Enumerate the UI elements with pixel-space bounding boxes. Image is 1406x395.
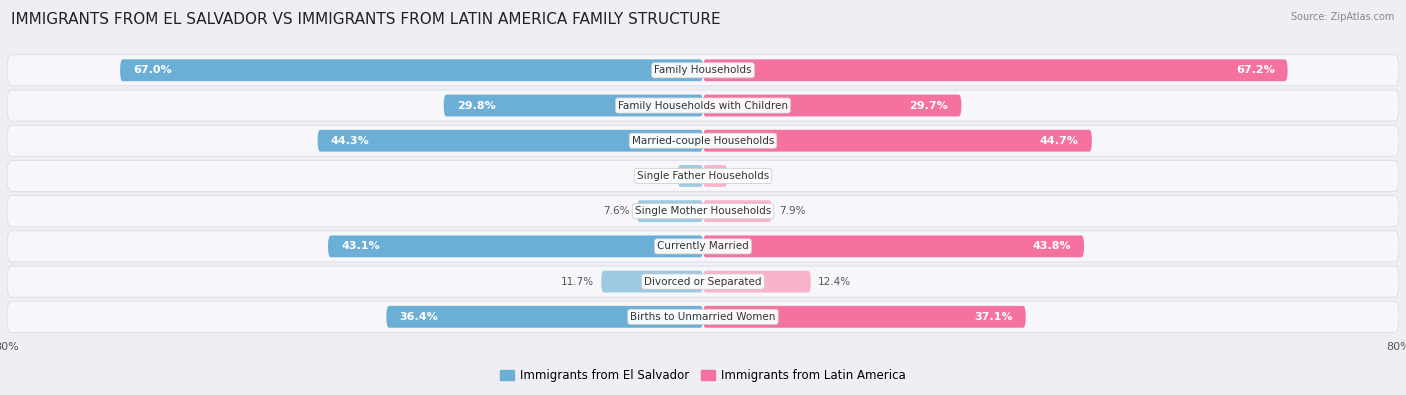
Text: 29.8%: 29.8% — [457, 100, 495, 111]
FancyBboxPatch shape — [703, 59, 1288, 81]
Text: 7.6%: 7.6% — [603, 206, 630, 216]
FancyBboxPatch shape — [703, 235, 1084, 257]
FancyBboxPatch shape — [328, 235, 703, 257]
FancyBboxPatch shape — [703, 200, 772, 222]
Text: 2.8%: 2.8% — [734, 171, 761, 181]
FancyBboxPatch shape — [7, 55, 1399, 86]
Text: Family Households: Family Households — [654, 65, 752, 75]
Text: Single Mother Households: Single Mother Households — [636, 206, 770, 216]
Text: 43.8%: 43.8% — [1032, 241, 1071, 251]
Text: Currently Married: Currently Married — [657, 241, 749, 251]
FancyBboxPatch shape — [7, 196, 1399, 227]
FancyBboxPatch shape — [7, 231, 1399, 262]
Text: 12.4%: 12.4% — [818, 276, 851, 287]
FancyBboxPatch shape — [703, 306, 1026, 328]
Text: 37.1%: 37.1% — [974, 312, 1012, 322]
Text: Family Households with Children: Family Households with Children — [619, 100, 787, 111]
Text: Births to Unmarried Women: Births to Unmarried Women — [630, 312, 776, 322]
FancyBboxPatch shape — [703, 271, 811, 293]
FancyBboxPatch shape — [678, 165, 703, 187]
FancyBboxPatch shape — [637, 200, 703, 222]
Text: Single Father Households: Single Father Households — [637, 171, 769, 181]
Text: 29.7%: 29.7% — [910, 100, 948, 111]
FancyBboxPatch shape — [602, 271, 703, 293]
FancyBboxPatch shape — [7, 125, 1399, 156]
Text: 43.1%: 43.1% — [342, 241, 380, 251]
FancyBboxPatch shape — [120, 59, 703, 81]
Text: 44.3%: 44.3% — [330, 136, 370, 146]
FancyBboxPatch shape — [703, 130, 1092, 152]
FancyBboxPatch shape — [703, 94, 962, 117]
Text: 67.2%: 67.2% — [1236, 65, 1275, 75]
Text: IMMIGRANTS FROM EL SALVADOR VS IMMIGRANTS FROM LATIN AMERICA FAMILY STRUCTURE: IMMIGRANTS FROM EL SALVADOR VS IMMIGRANT… — [11, 12, 721, 27]
FancyBboxPatch shape — [7, 301, 1399, 332]
FancyBboxPatch shape — [444, 94, 703, 117]
Text: 2.9%: 2.9% — [644, 171, 671, 181]
Text: Source: ZipAtlas.com: Source: ZipAtlas.com — [1291, 12, 1395, 22]
Text: Divorced or Separated: Divorced or Separated — [644, 276, 762, 287]
Text: 44.7%: 44.7% — [1040, 136, 1078, 146]
FancyBboxPatch shape — [703, 165, 727, 187]
FancyBboxPatch shape — [7, 266, 1399, 297]
Legend: Immigrants from El Salvador, Immigrants from Latin America: Immigrants from El Salvador, Immigrants … — [495, 364, 911, 386]
FancyBboxPatch shape — [318, 130, 703, 152]
Text: Married-couple Households: Married-couple Households — [631, 136, 775, 146]
Text: 7.9%: 7.9% — [779, 206, 806, 216]
Text: 67.0%: 67.0% — [134, 65, 172, 75]
FancyBboxPatch shape — [387, 306, 703, 328]
Text: 36.4%: 36.4% — [399, 312, 439, 322]
Text: 11.7%: 11.7% — [561, 276, 595, 287]
FancyBboxPatch shape — [7, 90, 1399, 121]
FancyBboxPatch shape — [7, 160, 1399, 192]
